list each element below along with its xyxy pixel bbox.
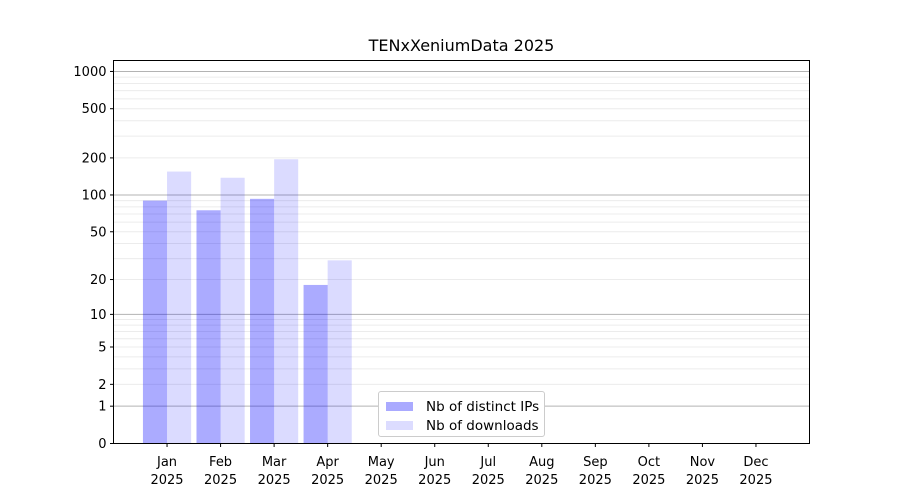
plot-border xyxy=(113,60,810,444)
x-tick-label-year: 2025 xyxy=(632,473,665,488)
bar-apr-distinct-ips xyxy=(303,284,328,444)
legend-label-distinct-ips: Nb of distinct IPs xyxy=(426,398,540,415)
legend-item-downloads: Nb of downloads xyxy=(386,416,544,435)
y-tick-label: 500 xyxy=(82,102,107,117)
bar-jan-downloads xyxy=(167,171,192,444)
y-tick-label: 10 xyxy=(90,308,107,323)
y-tick-label: 100 xyxy=(82,188,107,203)
legend-item-distinct-ips: Nb of distinct IPs xyxy=(386,397,544,416)
x-tick-label-month: Sep xyxy=(583,455,608,470)
x-tick-label-month: Jun xyxy=(424,455,445,470)
chart-title: TENxXeniumData 2025 xyxy=(368,36,555,55)
x-tick-label-year: 2025 xyxy=(258,473,291,488)
y-tick-label: 1 xyxy=(98,400,106,415)
x-tick-label-year: 2025 xyxy=(150,473,183,488)
x-tick-label-year: 2025 xyxy=(365,473,398,488)
bar-feb-distinct-ips xyxy=(196,210,221,444)
bar-apr-downloads xyxy=(327,260,352,444)
x-tick-label-month: Dec xyxy=(743,455,768,470)
y-tick-label: 2 xyxy=(98,378,106,393)
x-tick-label-month: Apr xyxy=(316,455,339,470)
x-tick-label-month: Jan xyxy=(156,455,177,470)
x-tick-label-month: May xyxy=(368,455,395,470)
x-tick-label-month: Oct xyxy=(638,455,660,470)
y-tick-label: 1000 xyxy=(73,65,106,80)
bar-jan-distinct-ips xyxy=(142,200,168,444)
y-tick-label: 50 xyxy=(90,225,107,240)
x-tick-label-month: Jul xyxy=(479,455,496,470)
x-tick-label-month: Nov xyxy=(690,455,716,470)
x-tick-label-year: 2025 xyxy=(418,473,451,488)
legend-swatch-distinct-ips xyxy=(386,402,413,411)
x-tick-label-year: 2025 xyxy=(472,473,505,488)
x-tick-label-month: Feb xyxy=(209,455,232,470)
legend-swatch-downloads xyxy=(386,421,413,430)
x-tick-label-month: Aug xyxy=(529,455,554,470)
bar-mar-distinct-ips xyxy=(250,198,275,444)
y-tick-label: 5 xyxy=(98,341,106,356)
legend-label-downloads: Nb of downloads xyxy=(426,417,539,434)
x-tick-label-year: 2025 xyxy=(204,473,237,488)
x-tick-label-year: 2025 xyxy=(525,473,558,488)
x-tick-label-year: 2025 xyxy=(739,473,772,488)
bar-feb-downloads xyxy=(220,177,245,444)
y-tick-label: 0 xyxy=(98,437,106,452)
x-tick-label-year: 2025 xyxy=(686,473,719,488)
x-tick-label-year: 2025 xyxy=(311,473,344,488)
y-tick-label: 200 xyxy=(82,151,107,166)
x-tick-label-year: 2025 xyxy=(579,473,612,488)
x-tick-label-month: Mar xyxy=(262,455,287,470)
bar-mar-downloads xyxy=(274,159,299,444)
y-tick-label: 20 xyxy=(90,273,107,288)
legend: Nb of distinct IPs Nb of downloads xyxy=(378,391,545,437)
